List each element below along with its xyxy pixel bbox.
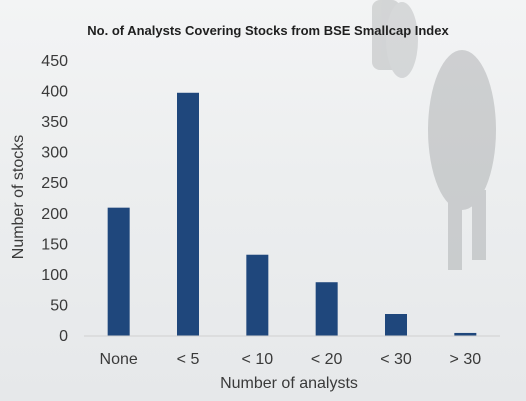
x-tick-label: < 30	[380, 351, 412, 368]
chart-title: No. of Analysts Covering Stocks from BSE…	[87, 23, 449, 38]
bar	[177, 92, 199, 337]
x-tick-label: < 10	[242, 351, 274, 368]
y-axis-ticks: 0 50 100 150 200 250 300 350 400 450	[41, 53, 68, 345]
bar	[107, 207, 130, 336]
bar	[315, 282, 338, 336]
x-axis-title: Number of analysts	[220, 375, 358, 392]
y-tick-label: 200	[41, 206, 68, 223]
bar	[385, 314, 407, 336]
bars	[107, 92, 477, 337]
y-tick-label: 250	[41, 175, 68, 192]
x-tick-label: None	[100, 351, 138, 368]
x-tick-label: > 30	[450, 351, 482, 368]
background-hikers-image	[372, 0, 496, 270]
y-axis-title: Number of stocks	[10, 135, 27, 259]
y-tick-label: 400	[41, 84, 68, 101]
y-tick-label: 300	[41, 145, 68, 162]
bar	[246, 254, 269, 336]
bar	[454, 332, 477, 336]
y-tick-label: 100	[41, 267, 68, 284]
x-tick-label: < 5	[177, 351, 200, 368]
x-axis-ticks: None < 5 < 10 < 20 < 30 > 30	[100, 351, 482, 368]
y-tick-label: 50	[50, 297, 68, 314]
y-tick-label: 0	[59, 328, 68, 345]
y-tick-label: 150	[41, 236, 68, 253]
y-tick-label: 350	[41, 114, 68, 131]
y-tick-label: 450	[41, 53, 68, 70]
x-tick-label: < 20	[311, 351, 343, 368]
